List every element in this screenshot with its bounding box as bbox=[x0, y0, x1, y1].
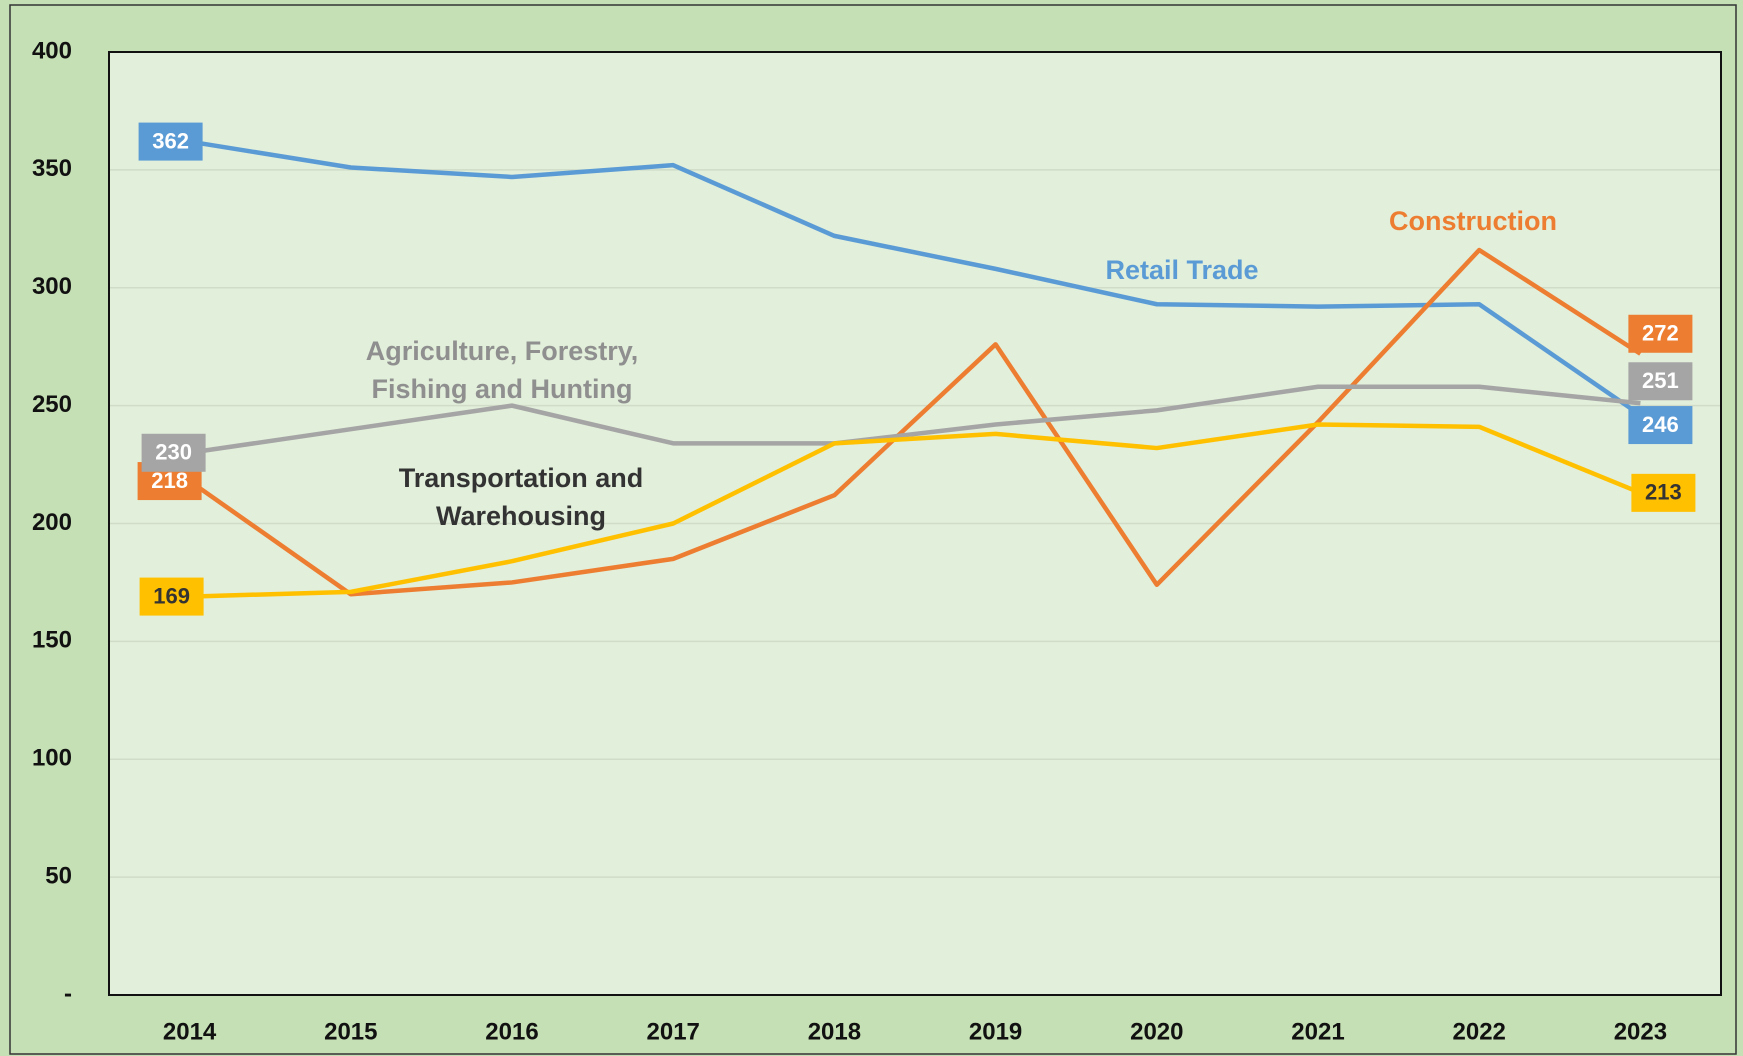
value-label-box bbox=[1628, 406, 1693, 445]
value-label-box bbox=[141, 433, 206, 472]
x-tick-label: 2019 bbox=[969, 1018, 1022, 1045]
value-label: 230 bbox=[155, 440, 192, 465]
x-tick-label: 2021 bbox=[1291, 1018, 1344, 1045]
y-tick-label: 400 bbox=[32, 37, 72, 64]
y-tick-label: - bbox=[64, 980, 72, 1007]
y-tick-label: 100 bbox=[32, 745, 72, 772]
plot-border bbox=[108, 51, 1722, 996]
value-label: 213 bbox=[1645, 480, 1682, 505]
y-tick-label: 350 bbox=[32, 155, 72, 182]
value-label: 272 bbox=[1642, 321, 1679, 346]
value-label: 246 bbox=[1642, 412, 1679, 437]
x-tick-label: 2023 bbox=[1614, 1018, 1667, 1045]
series-line bbox=[189, 422, 1642, 599]
value-label: 251 bbox=[1642, 368, 1679, 393]
series-label: Transportation and Warehousing bbox=[398, 463, 644, 531]
series-line bbox=[189, 139, 1642, 417]
value-label-box bbox=[1628, 314, 1693, 353]
series-label: Retail Trade bbox=[1105, 255, 1259, 285]
y-tick-label: 250 bbox=[32, 391, 72, 418]
x-tick-label: 2015 bbox=[324, 1018, 377, 1045]
x-tick-label: 2018 bbox=[808, 1018, 861, 1045]
y-tick-label: 300 bbox=[32, 273, 72, 300]
value-label: 362 bbox=[152, 128, 189, 153]
value-label-box bbox=[1631, 473, 1696, 512]
x-tick-label: 2022 bbox=[1453, 1018, 1506, 1045]
value-label: 218 bbox=[151, 468, 188, 493]
x-tick-label: 2016 bbox=[485, 1018, 538, 1045]
x-tick-label: 2017 bbox=[647, 1018, 700, 1045]
series-label: Construction bbox=[1389, 206, 1557, 236]
series-label: Agriculture, Forestry, Fishing and Hunti… bbox=[365, 336, 639, 404]
x-tick-label: 2020 bbox=[1130, 1018, 1183, 1045]
y-tick-label: 150 bbox=[32, 627, 72, 654]
x-tick-label: 2014 bbox=[163, 1018, 217, 1045]
series-line bbox=[188, 247, 1642, 597]
value-label-box bbox=[1628, 362, 1693, 401]
y-tick-label: 200 bbox=[32, 509, 72, 536]
value-label-box bbox=[138, 122, 203, 161]
value-label: 169 bbox=[153, 583, 190, 608]
y-tick-label: 50 bbox=[45, 862, 72, 889]
series-line bbox=[189, 384, 1641, 456]
value-label-box bbox=[139, 577, 204, 616]
